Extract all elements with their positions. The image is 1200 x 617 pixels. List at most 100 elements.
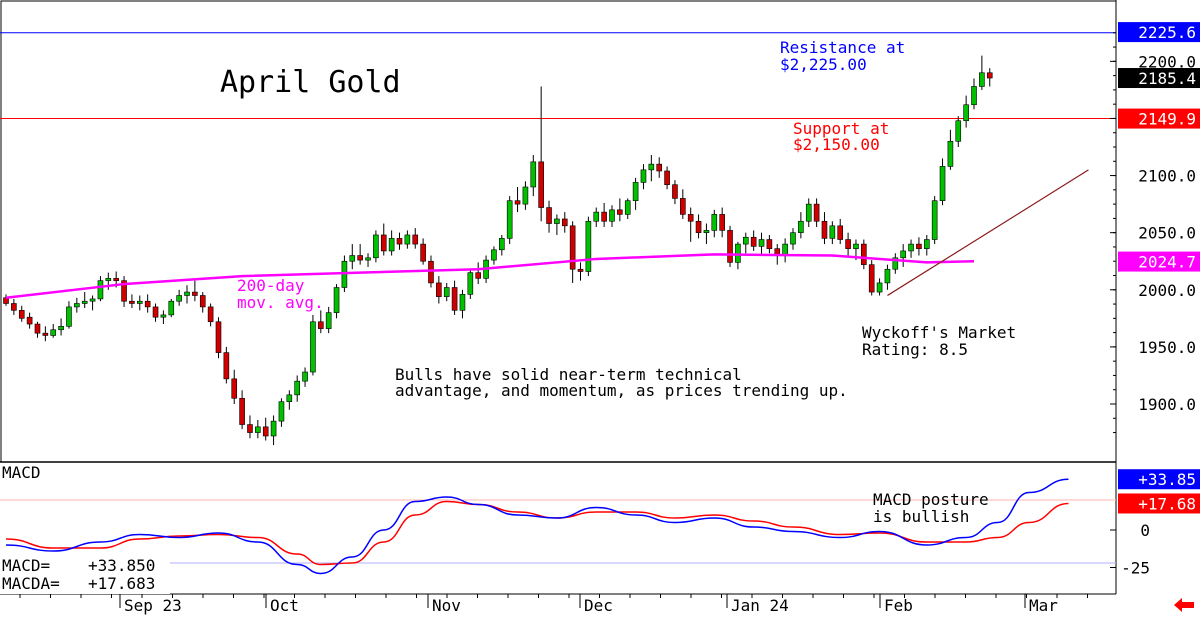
candle	[766, 234, 773, 254]
price-tag-box	[1118, 68, 1200, 89]
candle	[577, 262, 584, 281]
x-tick-label: Mar	[1029, 596, 1058, 615]
candle-body	[74, 303, 80, 308]
candle-body	[152, 306, 159, 318]
candle-body	[727, 230, 733, 263]
candle	[58, 318, 64, 336]
candle	[695, 214, 702, 239]
candle	[664, 166, 670, 190]
candle	[349, 244, 356, 270]
candle-body	[239, 397, 245, 425]
candle	[302, 367, 308, 387]
candle-body	[750, 236, 757, 247]
y-tick-label: 2000.0	[1138, 281, 1196, 300]
price-tag-box	[1118, 108, 1200, 129]
candle-body	[900, 250, 906, 259]
candle-body	[986, 72, 993, 79]
candle-body	[617, 209, 623, 215]
candle	[436, 276, 442, 304]
candle-body	[648, 163, 655, 171]
candle	[593, 207, 600, 227]
candle	[931, 196, 938, 245]
candle-body	[522, 186, 529, 205]
comment-line-2: advantage, and momentum, as prices trend…	[395, 381, 848, 400]
candle-body	[286, 394, 293, 403]
candle	[168, 298, 175, 318]
comment-line-1: Bulls have solid near-term technical	[395, 365, 742, 384]
resistance-note-line-2: $2,225.00	[780, 55, 867, 74]
candle	[231, 369, 238, 404]
macd-legend-label: MACD=	[2, 556, 50, 575]
candle	[365, 253, 371, 267]
price-tag-label: 2225.6	[1138, 23, 1196, 42]
candle-body	[813, 203, 820, 222]
moving-average-line	[5, 253, 975, 300]
candle-body	[491, 249, 497, 261]
candle-body	[585, 220, 592, 272]
candle	[585, 216, 592, 277]
left-arrow-icon[interactable]	[1174, 598, 1194, 612]
candle	[546, 200, 552, 233]
candle	[247, 415, 253, 439]
candle-body	[160, 314, 167, 318]
candle-body	[333, 287, 340, 313]
candle-body	[837, 225, 844, 240]
candle-body	[144, 300, 151, 308]
macd-legend: MACD= +33.850 MACDA= +17.683	[0, 556, 170, 594]
candle-body	[514, 200, 521, 205]
candle-body	[546, 207, 552, 224]
candle	[42, 326, 49, 342]
price-tags: 2225.6 2185.4 2149.9 2024.7 +33.85 +17.68	[1118, 22, 1200, 514]
candle-body	[821, 220, 828, 239]
candle-body	[845, 239, 851, 249]
candle-body	[199, 295, 206, 308]
price-tag-box	[1118, 251, 1200, 272]
candle	[923, 234, 930, 256]
candle-body	[42, 332, 49, 336]
candle-body	[506, 200, 513, 239]
candle	[648, 155, 655, 182]
candle	[26, 312, 33, 329]
candle	[317, 310, 324, 334]
candle-body	[868, 264, 875, 293]
candle	[530, 155, 537, 197]
y-tick-label: 2050.0	[1138, 224, 1196, 243]
candle-body	[136, 300, 143, 304]
candle	[192, 280, 198, 302]
x-tick-label: Feb	[884, 596, 913, 615]
macd-legend-box	[0, 556, 170, 594]
price-tag-label: 2185.4	[1138, 69, 1196, 88]
candle-body	[255, 426, 261, 433]
candle-body	[876, 282, 883, 293]
rating-line-1: Wyckoff's Market	[862, 323, 1016, 342]
chart-title: April Gold	[220, 65, 401, 100]
price-tag-label: 2149.9	[1138, 110, 1196, 129]
candle	[18, 305, 25, 322]
candle	[837, 218, 844, 245]
candle-body	[923, 239, 930, 249]
candle	[979, 55, 985, 90]
candle	[176, 289, 182, 306]
macda-legend-label: MACDA=	[2, 574, 60, 593]
macd-tag-label: +33.85	[1138, 470, 1196, 489]
candle-body	[207, 306, 214, 323]
candle	[884, 264, 891, 290]
macd-tick-label: -25	[1121, 559, 1150, 578]
x-tick-label: Nov	[432, 596, 461, 615]
rating-line-2: Rating: 8.5	[862, 340, 968, 359]
support-note-line-1: Support at	[793, 119, 889, 138]
candle	[404, 230, 411, 249]
candle	[215, 317, 222, 359]
candle-body	[184, 291, 190, 296]
candle-body	[892, 257, 899, 270]
candle	[569, 221, 576, 283]
candle-body	[467, 272, 474, 295]
candle	[719, 207, 725, 238]
candle	[861, 239, 867, 270]
candle-body	[34, 323, 41, 334]
candle	[207, 303, 214, 327]
candle	[876, 278, 883, 296]
candle-body	[640, 169, 647, 183]
candle	[380, 223, 387, 256]
candle	[971, 78, 977, 110]
